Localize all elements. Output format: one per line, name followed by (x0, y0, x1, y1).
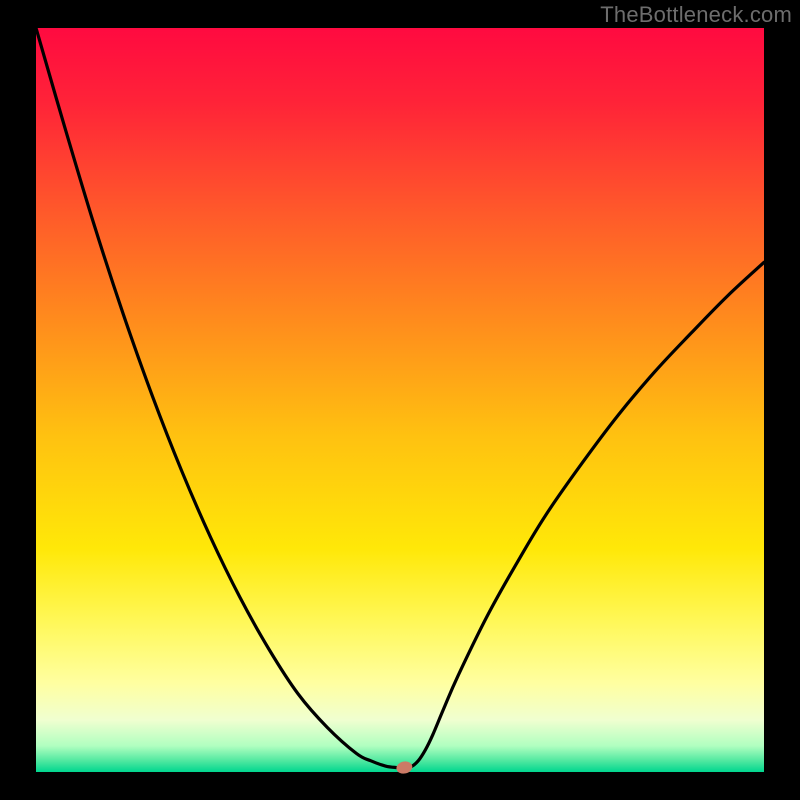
chart-container: TheBottleneck.com (0, 0, 800, 800)
attribution-text: TheBottleneck.com (600, 2, 792, 28)
bottleneck-chart (0, 0, 800, 800)
